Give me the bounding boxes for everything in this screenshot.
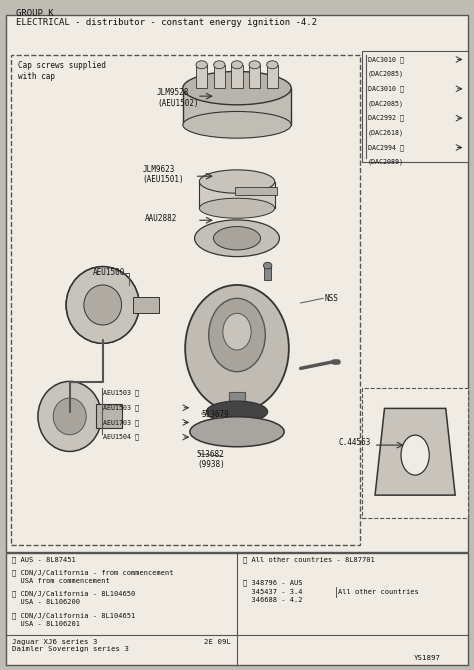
Text: 346688 - 4.2: 346688 - 4.2 xyxy=(243,597,302,603)
FancyBboxPatch shape xyxy=(11,55,359,545)
Ellipse shape xyxy=(84,285,121,325)
Text: DAC2992 ④: DAC2992 ④ xyxy=(368,115,404,121)
Text: (DAC2085): (DAC2085) xyxy=(368,100,404,107)
Bar xyxy=(6,553,468,665)
Text: ④ CDN/J/California - 8L104651: ④ CDN/J/California - 8L104651 xyxy=(12,612,135,618)
Text: DAC3010 ②: DAC3010 ② xyxy=(368,86,404,92)
Text: ① AUS - 8L87451: ① AUS - 8L87451 xyxy=(12,557,75,563)
Text: (DAC2085): (DAC2085) xyxy=(368,71,404,77)
Text: GROUP K: GROUP K xyxy=(16,9,53,18)
Text: DAC2994 ⑤: DAC2994 ⑤ xyxy=(368,144,404,151)
Text: YS1897: YS1897 xyxy=(414,655,441,661)
Text: AEU1500: AEU1500 xyxy=(93,268,126,277)
Ellipse shape xyxy=(401,435,429,475)
Text: (DAC2618): (DAC2618) xyxy=(368,129,404,136)
Polygon shape xyxy=(375,409,455,495)
Text: 345437 - 3.4: 345437 - 3.4 xyxy=(243,588,302,594)
Bar xyxy=(249,65,260,88)
Ellipse shape xyxy=(183,111,291,138)
Bar xyxy=(199,182,275,208)
Ellipse shape xyxy=(249,61,260,69)
Text: DAC3010 ①: DAC3010 ① xyxy=(368,56,404,63)
Text: AAU2882: AAU2882 xyxy=(145,214,177,222)
Text: ELECTRICAL - distributor - constant energy ignition -4.2: ELECTRICAL - distributor - constant ener… xyxy=(16,18,317,27)
Text: USA - 8L106201: USA - 8L106201 xyxy=(12,620,80,626)
Ellipse shape xyxy=(264,262,272,269)
Bar xyxy=(214,65,225,88)
Ellipse shape xyxy=(196,61,207,69)
Ellipse shape xyxy=(38,381,101,452)
Text: USA from commencement: USA from commencement xyxy=(12,578,109,584)
Ellipse shape xyxy=(190,417,284,447)
Ellipse shape xyxy=(53,398,86,435)
Text: ② CDN/J/California - from commencement: ② CDN/J/California - from commencement xyxy=(12,570,173,576)
Ellipse shape xyxy=(185,285,289,412)
Text: USA - 8L106200: USA - 8L106200 xyxy=(12,599,80,605)
Ellipse shape xyxy=(183,72,291,105)
Text: NSS: NSS xyxy=(324,293,338,303)
Text: Cap screws supplied
with cap: Cap screws supplied with cap xyxy=(18,62,106,81)
Ellipse shape xyxy=(209,298,265,372)
Bar xyxy=(196,65,207,88)
Bar xyxy=(133,297,159,313)
Bar xyxy=(264,265,271,280)
Text: All other countries: All other countries xyxy=(338,588,419,594)
FancyBboxPatch shape xyxy=(362,389,468,519)
Bar xyxy=(96,405,121,428)
Text: 2E 09L: 2E 09L xyxy=(204,639,231,645)
Text: JLM9623
(AEU1501): JLM9623 (AEU1501) xyxy=(143,165,184,184)
Text: ⑥ 348796 - AUS: ⑥ 348796 - AUS xyxy=(243,580,302,586)
Bar xyxy=(228,392,246,428)
Ellipse shape xyxy=(231,61,243,69)
FancyBboxPatch shape xyxy=(6,15,468,552)
Text: AEU1703 ④: AEU1703 ④ xyxy=(103,419,139,425)
Ellipse shape xyxy=(195,220,279,257)
Text: 513679: 513679 xyxy=(201,410,229,419)
Text: JLM9528
(AEU1502): JLM9528 (AEU1502) xyxy=(157,88,199,107)
Text: 513682
(9938): 513682 (9938) xyxy=(197,450,225,469)
Ellipse shape xyxy=(213,226,261,250)
FancyBboxPatch shape xyxy=(362,52,468,161)
Ellipse shape xyxy=(267,61,278,69)
Bar xyxy=(267,65,278,88)
Text: AEU1503 ①: AEU1503 ① xyxy=(103,390,139,397)
Ellipse shape xyxy=(206,401,268,422)
Text: ⑤ All other countries - 8L87701: ⑤ All other countries - 8L87701 xyxy=(243,557,374,563)
Text: (DAC2089): (DAC2089) xyxy=(368,159,404,165)
Bar xyxy=(231,65,243,88)
Ellipse shape xyxy=(66,267,139,343)
Text: AEU1504 ⑤: AEU1504 ⑤ xyxy=(103,433,139,440)
Bar xyxy=(235,187,277,195)
Ellipse shape xyxy=(214,61,225,69)
Text: ③ CDN/J/California - 8L104650: ③ CDN/J/California - 8L104650 xyxy=(12,590,135,597)
Ellipse shape xyxy=(199,198,275,218)
Text: C.44563: C.44563 xyxy=(338,438,371,448)
Text: Jaguar XJ6 series 3
Daimler Sovereign series 3: Jaguar XJ6 series 3 Daimler Sovereign se… xyxy=(12,639,129,653)
Bar xyxy=(183,88,291,125)
Ellipse shape xyxy=(223,314,251,350)
Text: AEU1503 ②: AEU1503 ② xyxy=(103,405,139,411)
Ellipse shape xyxy=(199,170,275,193)
